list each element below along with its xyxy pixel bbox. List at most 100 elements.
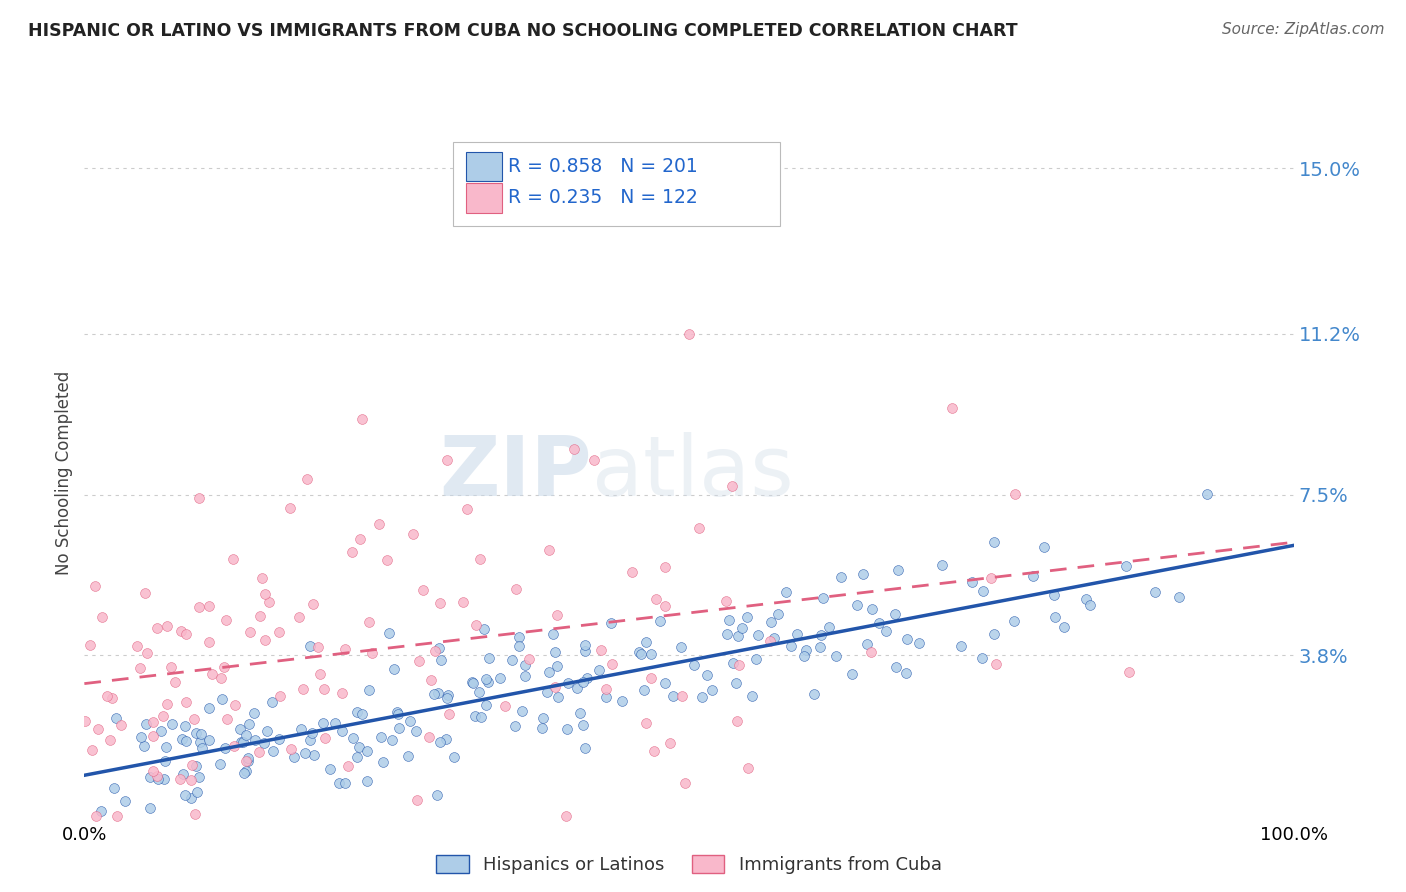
- Point: [105, 809, 128, 823]
- Point: [786, 626, 808, 640]
- Point: [737, 761, 759, 775]
- Point: [555, 722, 578, 736]
- Point: [104, 711, 127, 725]
- Point: [197, 701, 219, 715]
- Point: [467, 685, 489, 699]
- Point: [307, 640, 329, 655]
- Point: [359, 683, 381, 698]
- Point: [501, 653, 523, 667]
- Point: [461, 675, 484, 690]
- Point: [762, 631, 785, 645]
- Point: [245, 732, 267, 747]
- Point: [183, 712, 205, 726]
- Point: [142, 764, 165, 779]
- Point: [319, 762, 342, 776]
- Point: [186, 785, 208, 799]
- Point: [420, 673, 443, 688]
- Point: [434, 731, 457, 746]
- Point: [717, 613, 740, 627]
- Point: [347, 739, 370, 754]
- Point: [546, 608, 568, 623]
- FancyBboxPatch shape: [467, 152, 502, 181]
- Point: [538, 665, 561, 679]
- Point: [382, 662, 405, 676]
- Point: [283, 750, 305, 764]
- Point: [775, 585, 797, 599]
- Point: [531, 711, 554, 725]
- Point: [426, 788, 449, 802]
- Point: [515, 657, 537, 672]
- Point: [134, 586, 156, 600]
- Point: [294, 746, 316, 760]
- Point: [198, 733, 221, 747]
- Point: [287, 610, 309, 624]
- Point: [508, 640, 530, 654]
- Point: [470, 710, 492, 724]
- Point: [146, 772, 169, 787]
- Point: [235, 728, 257, 742]
- Point: [174, 788, 197, 802]
- Text: Source: ZipAtlas.com: Source: ZipAtlas.com: [1222, 22, 1385, 37]
- Point: [337, 758, 360, 772]
- Point: [972, 583, 994, 598]
- Point: [301, 726, 323, 740]
- Point: [423, 687, 446, 701]
- Point: [174, 719, 197, 733]
- Point: [671, 689, 693, 703]
- Point: [299, 640, 322, 654]
- Point: [423, 644, 446, 658]
- Point: [235, 754, 257, 768]
- Point: [180, 791, 202, 805]
- Point: [983, 627, 1005, 641]
- Point: [292, 682, 315, 697]
- Point: [184, 759, 207, 773]
- Point: [972, 651, 994, 665]
- Point: [298, 732, 321, 747]
- Point: [236, 751, 259, 765]
- Text: HISPANIC OR LATINO VS IMMIGRANTS FROM CUBA NO SCHOOLING COMPLETED CORRELATION CH: HISPANIC OR LATINO VS IMMIGRANTS FROM CU…: [28, 22, 1018, 40]
- Point: [190, 735, 212, 749]
- Point: [830, 570, 852, 584]
- Point: [640, 648, 662, 662]
- Point: [232, 735, 254, 749]
- Point: [1078, 598, 1101, 612]
- Point: [129, 661, 152, 675]
- Point: [633, 682, 655, 697]
- Point: [295, 472, 318, 486]
- Point: [160, 660, 183, 674]
- Point: [1118, 665, 1140, 680]
- Point: [371, 756, 394, 770]
- Point: [346, 749, 368, 764]
- Point: [98, 733, 121, 747]
- Point: [1167, 590, 1189, 604]
- Point: [1004, 487, 1026, 501]
- Point: [451, 595, 474, 609]
- Point: [267, 625, 290, 640]
- Point: [385, 705, 408, 719]
- Legend: Hispanics or Latinos, Immigrants from Cuba: Hispanics or Latinos, Immigrants from Cu…: [429, 847, 949, 881]
- Point: [232, 766, 254, 780]
- Point: [610, 693, 633, 707]
- Point: [83, 579, 105, 593]
- Point: [174, 627, 197, 641]
- Point: [595, 681, 617, 696]
- Point: [349, 532, 371, 546]
- Point: [1197, 487, 1219, 501]
- Point: [323, 715, 346, 730]
- Point: [212, 659, 235, 673]
- Point: [630, 647, 652, 661]
- Point: [160, 717, 183, 731]
- Point: [236, 754, 259, 768]
- Point: [868, 615, 890, 630]
- Point: [224, 698, 246, 712]
- Point: [335, 642, 357, 657]
- Point: [139, 770, 162, 784]
- Point: [794, 643, 817, 657]
- Point: [73, 714, 96, 728]
- Point: [546, 658, 568, 673]
- Point: [505, 582, 527, 596]
- Point: [387, 706, 409, 721]
- Point: [572, 675, 595, 690]
- Point: [810, 628, 832, 642]
- Point: [370, 730, 392, 744]
